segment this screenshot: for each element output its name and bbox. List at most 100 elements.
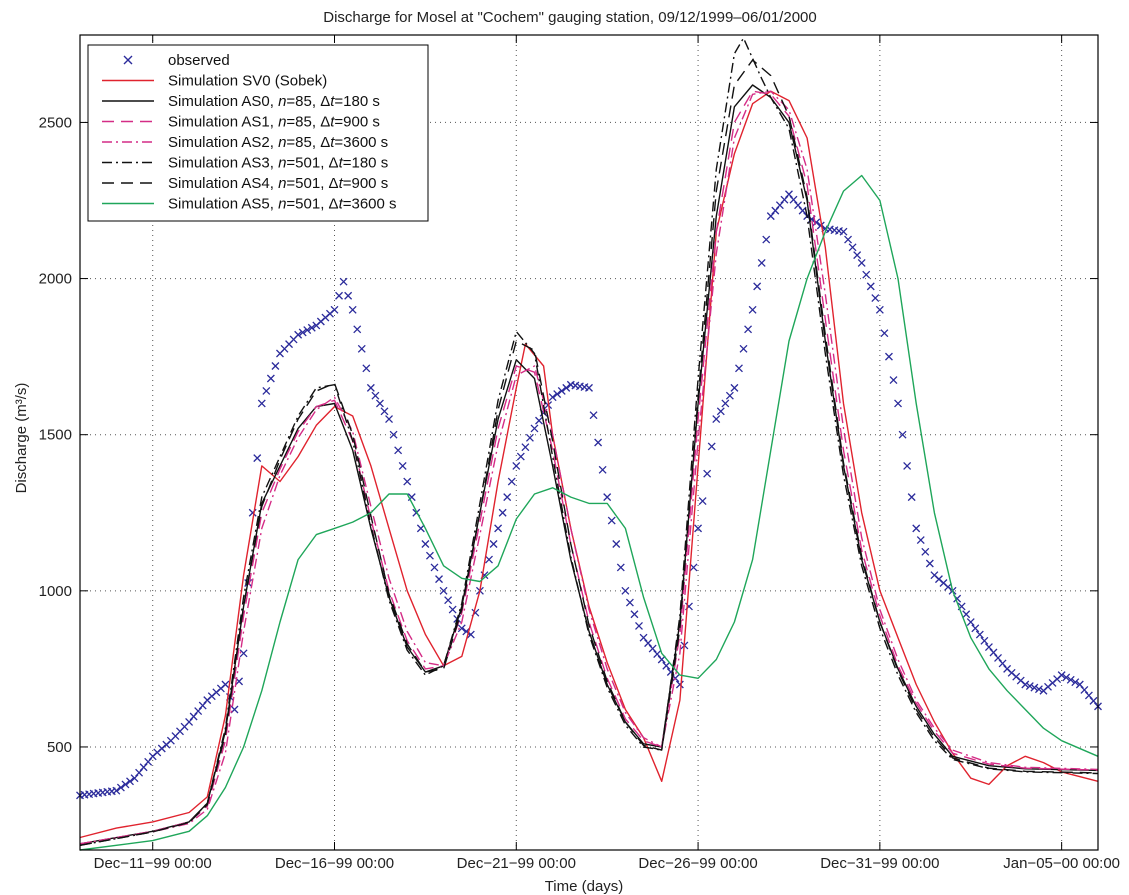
- observed-marker: [130, 774, 139, 783]
- observed-marker: [430, 563, 439, 572]
- observed-marker: [630, 610, 639, 619]
- legend-label-dt-italic: t: [330, 93, 335, 110]
- series-4: [79, 90, 1099, 845]
- observed-marker: [794, 201, 803, 210]
- legend-label-dt-value: =900 s: [343, 175, 388, 192]
- observed-marker: [648, 644, 657, 653]
- observed-marker: [516, 452, 525, 461]
- y-tick-label: 2000: [39, 271, 72, 288]
- observed-marker: [262, 387, 271, 395]
- y-axis-label-text: Discharge (m³/s): [13, 383, 30, 494]
- observed-marker: [330, 305, 339, 314]
- observed-marker: [603, 493, 612, 502]
- observed-marker: [253, 454, 262, 463]
- legend-label-dt-symbol: Δ: [320, 114, 330, 131]
- observed-marker: [980, 636, 989, 645]
- observed-marker: [116, 783, 125, 792]
- legend-item: Simulation AS5, n=501, Δt=3600 s: [102, 196, 397, 213]
- observed-marker: [512, 461, 521, 470]
- legend-label-dt-italic: t: [330, 114, 335, 131]
- axes-box: [79, 34, 1099, 851]
- legend-label-n-symbol: n: [278, 93, 286, 110]
- observed-marker: [721, 399, 730, 408]
- observed-marker: [816, 221, 825, 230]
- legend-label-prefix: Simulation AS0,: [168, 93, 278, 110]
- legend-swatch: [123, 55, 133, 65]
- legend-label-prefix: observed: [168, 52, 230, 69]
- series-line-4: [79, 90, 1099, 845]
- series-line-5: [79, 37, 1099, 846]
- observed-marker: [185, 718, 194, 726]
- observed-marker: [126, 777, 134, 786]
- observed-marker: [716, 407, 725, 416]
- legend-label: Simulation AS5, n=501, Δt=3600 s: [168, 196, 397, 213]
- observed-marker: [639, 633, 648, 642]
- observed-marker: [757, 258, 766, 267]
- legend-label-prefix: Simulation AS4,: [168, 175, 278, 192]
- legend-label-prefix: Simulation AS3,: [168, 155, 278, 172]
- observed-marker: [507, 477, 516, 486]
- legend-label-n-value: =85,: [286, 93, 320, 110]
- chart-title: Discharge for Mosel at "Cochem" gauging …: [323, 9, 816, 26]
- series-layer: [76, 37, 1102, 851]
- observed-marker: [521, 443, 530, 452]
- observed-marker: [298, 328, 307, 337]
- observed-marker: [1025, 682, 1034, 691]
- observed-marker: [371, 391, 380, 400]
- y-tick-label: 1500: [39, 427, 72, 444]
- observed-marker: [748, 305, 757, 314]
- observed-marker: [853, 251, 862, 260]
- observed-marker: [348, 305, 357, 314]
- observed-marker: [744, 325, 753, 334]
- observed-marker: [494, 524, 503, 533]
- observed-marker: [903, 461, 912, 470]
- legend-label-n-symbol: n: [278, 155, 286, 172]
- y-tick-label: 500: [47, 739, 72, 756]
- legend-item: Simulation AS2, n=85, Δt=3600 s: [102, 134, 388, 151]
- observed-marker: [489, 540, 498, 548]
- observed-marker: [644, 639, 653, 648]
- observed-marker: [844, 235, 853, 244]
- y-tick-label: 1000: [39, 583, 72, 600]
- legend-label-dt-value: =180 s: [334, 93, 379, 110]
- observed-marker: [439, 586, 448, 595]
- legend-label-dt-value: =180 s: [343, 155, 388, 172]
- observed-marker: [880, 329, 889, 338]
- observed-marker: [966, 618, 975, 627]
- observed-marker: [339, 277, 348, 286]
- observed-marker: [871, 294, 880, 303]
- legend-label-n-value: =501,: [286, 196, 328, 213]
- observed-marker: [753, 282, 762, 291]
- observed-marker: [498, 508, 507, 517]
- legend-item: Simulation AS1, n=85, Δt=900 s: [102, 114, 380, 131]
- observed-marker: [448, 605, 457, 614]
- observed-marker: [1071, 678, 1080, 687]
- y-axis-label: Discharge (m³/s): [13, 383, 30, 494]
- observed-marker: [380, 407, 389, 416]
- observed-marker: [394, 446, 403, 455]
- observed-marker: [862, 270, 871, 279]
- observed-marker: [598, 465, 607, 474]
- observed-marker: [362, 364, 371, 373]
- observed-marker: [839, 227, 848, 236]
- observed-marker: [344, 291, 353, 300]
- observed-marker: [635, 621, 643, 630]
- observed-marker: [898, 430, 907, 439]
- observed-marker: [144, 757, 153, 766]
- legend-label-dt-italic: t: [330, 134, 335, 151]
- observed-marker: [135, 768, 144, 777]
- x-tick-label: Dec−16−99 00:00: [275, 855, 394, 872]
- x-tick-label: Dec−21−99 00:00: [457, 855, 576, 872]
- observed-marker: [889, 376, 898, 385]
- ticks: Dec−11−99 00:00 Dec−16−99 00:00 Dec−21−99 …: [39, 35, 1120, 872]
- observed-marker: [530, 424, 539, 433]
- observed-marker: [662, 661, 671, 670]
- legend-item: Simulation AS3, n=501, Δt=180 s: [102, 155, 388, 172]
- observed-marker: [1057, 671, 1066, 680]
- observed-marker: [121, 780, 130, 789]
- observed-marker: [848, 243, 857, 252]
- series-line-3: [79, 90, 1099, 845]
- observed-marker: [194, 707, 203, 716]
- observed-marker: [675, 680, 684, 689]
- legend-item: Simulation AS0, n=85, Δt=180 s: [102, 93, 380, 110]
